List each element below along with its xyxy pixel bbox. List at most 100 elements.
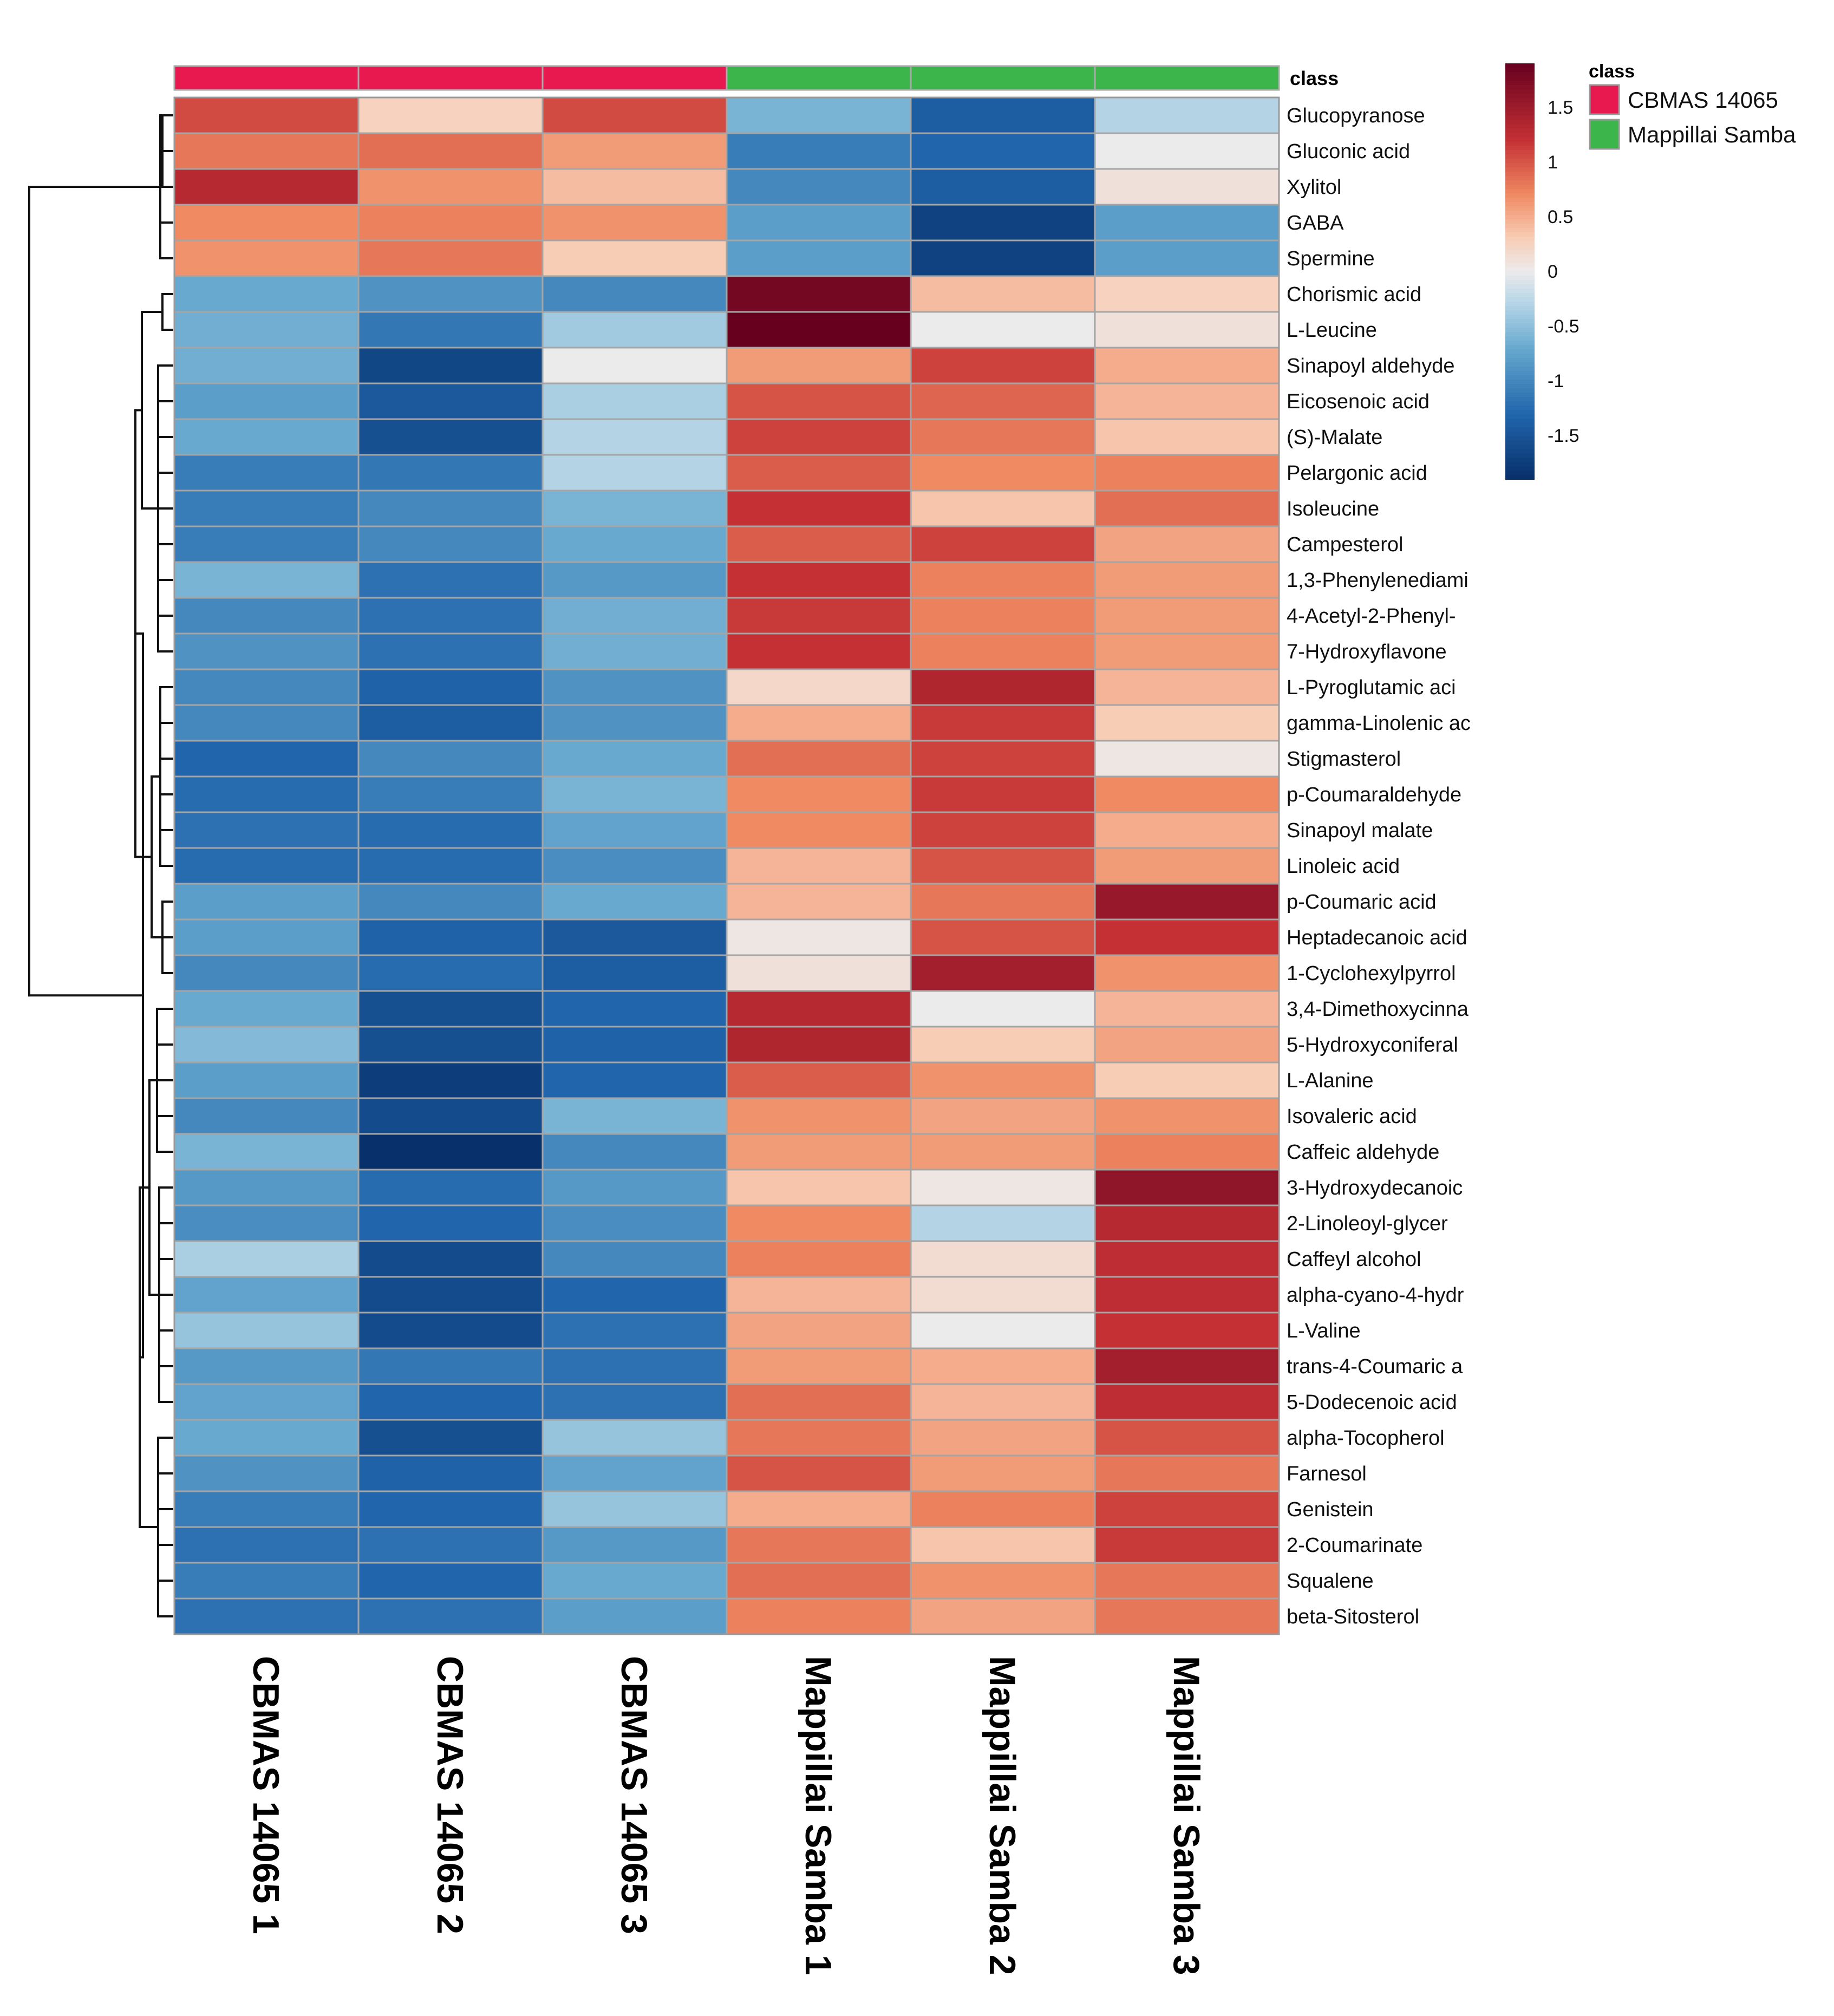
heatmap-cell <box>910 918 1096 956</box>
heatmap-cell <box>357 775 544 813</box>
colorbar-segment <box>1505 241 1535 246</box>
heatmap-cell <box>541 561 728 599</box>
colorbar-segment <box>1505 401 1535 406</box>
colorbar-segment <box>1505 163 1535 168</box>
colorbar-segment <box>1505 354 1535 358</box>
heatmap-cell <box>541 1419 728 1457</box>
colorbar-segment <box>1505 328 1535 332</box>
colorbar-segment <box>1505 414 1535 419</box>
heatmap-cell <box>910 1061 1096 1099</box>
colorbar-segment <box>1505 375 1535 380</box>
heatmap-cell <box>541 632 728 670</box>
heatmap-cell <box>726 311 912 349</box>
row-label: trans-4-Coumaric a <box>1287 1355 1463 1378</box>
colorbar-segment <box>1505 297 1535 302</box>
heatmap-cell <box>173 1454 360 1492</box>
row-label: Isovaleric acid <box>1287 1105 1417 1128</box>
row-label: gamma-Linolenic ac <box>1287 712 1471 735</box>
heatmap-cell <box>541 132 728 170</box>
heatmap-cell <box>726 132 912 170</box>
heatmap-cell <box>541 168 728 206</box>
heatmap-cell <box>910 311 1096 349</box>
heatmap-cell <box>1094 311 1280 349</box>
heatmap-cell <box>173 775 360 813</box>
heatmap-cell <box>726 275 912 313</box>
heatmap-cell <box>726 1312 912 1349</box>
heatmap-cell <box>910 1383 1096 1421</box>
heatmap-cell <box>541 347 728 384</box>
heatmap-cell <box>1094 239 1280 277</box>
heatmap-cell <box>357 1312 544 1349</box>
colorbar-segment <box>1505 449 1535 454</box>
colorbar-tick-label: -0.5 <box>1548 316 1580 337</box>
heatmap-cell <box>726 1204 912 1242</box>
heatmap-cell <box>357 883 544 921</box>
heatmap-cell <box>173 954 360 992</box>
heatmap-cell <box>357 1097 544 1135</box>
heatmap-border <box>173 96 1280 1635</box>
colorbar-segment <box>1505 180 1535 185</box>
heatmap-cell <box>726 239 912 277</box>
heatmap-cell <box>910 1419 1096 1457</box>
colorbar-segment <box>1505 427 1535 432</box>
heatmap-cell <box>357 454 544 492</box>
heatmap-cell <box>726 632 912 670</box>
heatmap-cell <box>910 382 1096 420</box>
colorbar-segment <box>1505 267 1535 272</box>
colorbar-segment <box>1505 211 1535 216</box>
heatmap-cell <box>910 525 1096 563</box>
heatmap-cell <box>1094 811 1280 849</box>
heatmap-cell <box>1094 1169 1280 1206</box>
heatmap-cell <box>726 382 912 420</box>
heatmap-cell <box>173 740 360 778</box>
colorbar-segment <box>1505 310 1535 315</box>
heatmap-cell <box>726 490 912 527</box>
colorbar-segment <box>1505 289 1535 293</box>
heatmap-cell <box>726 883 912 921</box>
heatmap-cell <box>541 490 728 527</box>
row-label: L-Valine <box>1287 1320 1361 1342</box>
heatmap-cell <box>541 525 728 563</box>
heatmap-cell <box>910 954 1096 992</box>
row-label: Eicosenoic acid <box>1287 390 1430 413</box>
row-labels: Glucopyranose Gluconic acid Xylitol GABA Spe… <box>1287 105 1471 1628</box>
heatmap-cell <box>1094 597 1280 635</box>
heatmap-cell <box>541 1312 728 1349</box>
heatmap-cell <box>726 704 912 742</box>
heatmap-cell <box>1094 1383 1280 1421</box>
heatmap-cell <box>726 1097 912 1135</box>
heatmap-cell <box>541 990 728 1028</box>
heatmap-cell <box>357 1347 544 1385</box>
colorbar-segment <box>1505 198 1535 203</box>
heatmap-cell <box>1094 918 1280 956</box>
heatmap-cell <box>910 204 1096 242</box>
colorbar-segment <box>1505 440 1535 445</box>
row-label: Glucopyranose <box>1287 105 1425 127</box>
colorbar-segment <box>1505 432 1535 436</box>
heatmap-cell <box>910 1312 1096 1349</box>
row-label: Caffeyl alcohol <box>1287 1248 1421 1271</box>
heatmap-cell <box>726 1419 912 1457</box>
colorbar-segment <box>1505 245 1535 250</box>
heatmap-cell <box>1094 1204 1280 1242</box>
row-dendrogram <box>28 114 173 1617</box>
class-legend: class CBMAS 14065 Mappillai Samba <box>1589 61 1796 150</box>
heatmap-cell <box>357 525 544 563</box>
heatmap-cell <box>541 1347 728 1385</box>
heatmap-cell <box>726 990 912 1028</box>
heatmap-cell <box>173 883 360 921</box>
heatmap-cell <box>910 668 1096 706</box>
heatmap-cell <box>541 1204 728 1242</box>
colorbar-segment <box>1505 141 1535 146</box>
heatmap-cell <box>541 918 728 956</box>
class-bar-cell <box>910 65 1096 91</box>
class-bar-cell <box>541 65 728 91</box>
heatmap-cell <box>726 96 912 134</box>
row-label: L-Leucine <box>1287 319 1377 342</box>
row-label: GABA <box>1287 212 1344 234</box>
heatmap-cell <box>1094 347 1280 384</box>
heatmap-cell <box>357 1133 544 1171</box>
heatmap-cell <box>910 1562 1096 1600</box>
heatmap-cell <box>1094 1490 1280 1528</box>
